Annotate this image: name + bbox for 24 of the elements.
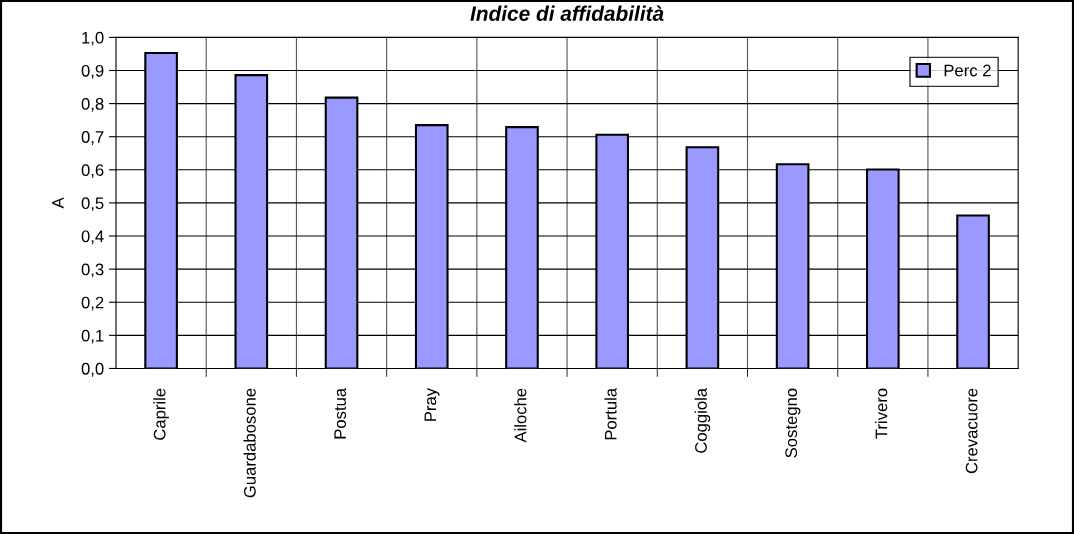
x-tick-label: Postua	[334, 387, 347, 439]
x-tick-label: Caprile	[153, 388, 169, 440]
y-tick-label: 0,6	[81, 164, 104, 178]
chart-title: Indice di affidabilità	[470, 5, 664, 21]
y-tick-label: 0,2	[81, 296, 104, 311]
x-tick-label: Ailoche	[514, 388, 527, 443]
y-tick-label: 0,4	[81, 230, 104, 245]
y-tick-label: 1,0	[82, 31, 104, 46]
x-tick-label: Pray	[424, 387, 440, 421]
x-tick-label: Crevacuore	[965, 388, 978, 474]
x-tick-label: Coggiola	[694, 387, 711, 453]
y-tick-label: 0,3	[81, 263, 104, 278]
y-axis-title: A	[52, 197, 64, 209]
x-tick-label: Guardabosone	[243, 388, 256, 498]
y-tick-label: 0,9	[81, 64, 104, 79]
y-tick-label: 0,5	[81, 197, 104, 212]
legend-label: Perc 2	[944, 64, 991, 77]
y-tick-label: 0,8	[81, 98, 104, 112]
y-tick-label: 0,0	[81, 362, 104, 377]
x-tick-label: Portula	[604, 387, 617, 440]
y-tick-label: 0,1	[81, 329, 104, 344]
x-tick-label: Trivero	[875, 388, 888, 439]
y-tick-label: 0,7	[81, 131, 104, 145]
x-tick-label: Sostegno	[785, 388, 801, 458]
